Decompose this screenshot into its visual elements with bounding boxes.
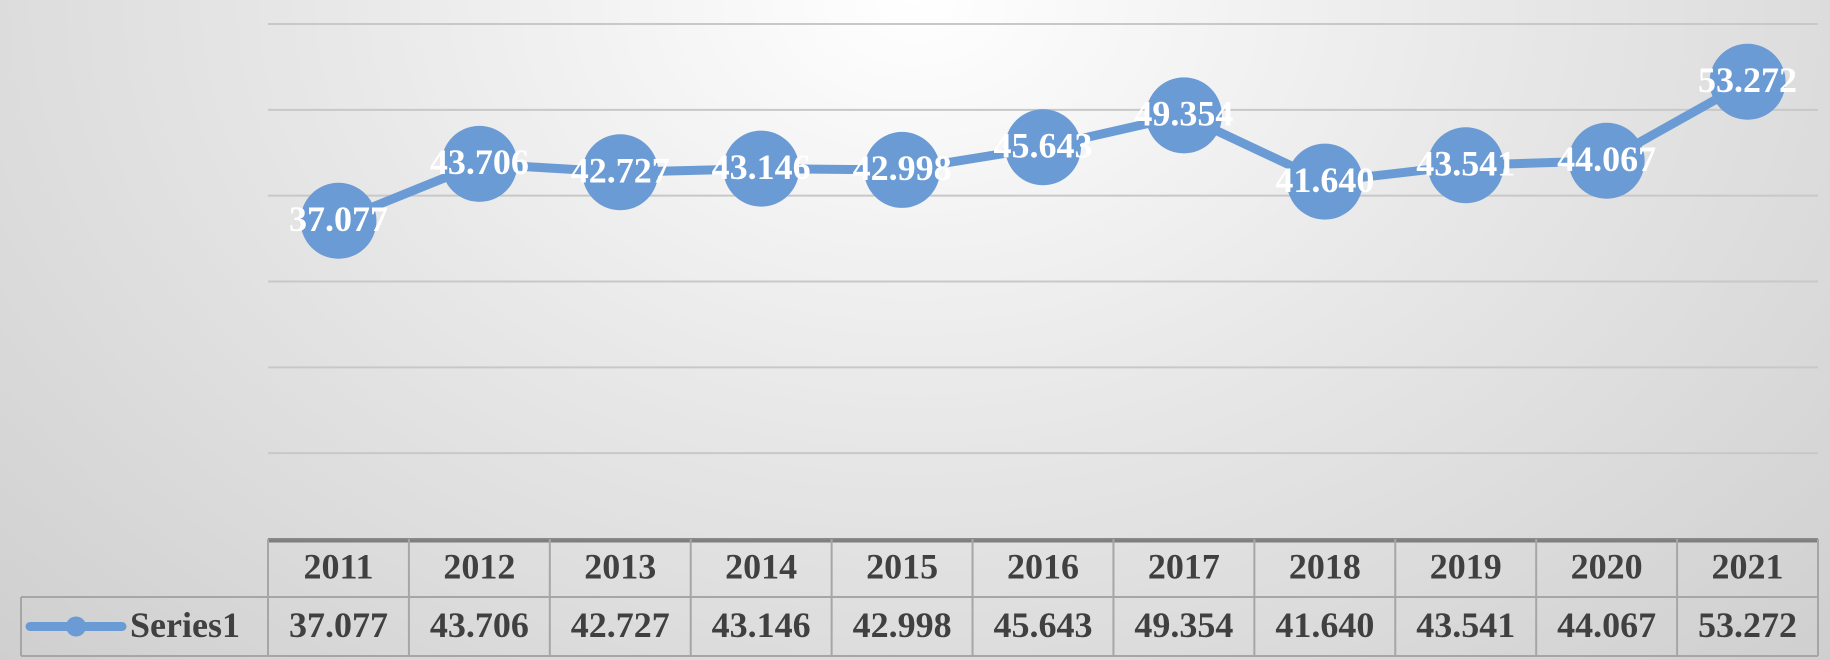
marker	[1427, 127, 1504, 204]
x-tick-label: 2015	[866, 546, 938, 586]
x-tick-label: 2013	[584, 546, 656, 586]
marker	[1568, 122, 1645, 199]
table-value: 42.727	[571, 605, 670, 645]
marker	[1286, 143, 1363, 220]
marker	[723, 130, 800, 207]
table-value: 41.640	[1275, 605, 1374, 645]
x-tick-label: 2012	[443, 546, 515, 586]
data-label: 37.077	[289, 199, 388, 239]
x-tick-label: 2020	[1571, 546, 1643, 586]
marker	[864, 131, 941, 208]
data-label: 43.146	[712, 147, 811, 187]
data-label: 44.067	[1557, 139, 1656, 179]
data-label: 41.640	[1275, 160, 1374, 200]
data-label: 42.727	[571, 151, 670, 191]
table-value: 53.272	[1698, 605, 1797, 645]
marker	[1709, 43, 1786, 120]
table-value: 43.706	[430, 605, 529, 645]
data-label: 43.541	[1416, 144, 1515, 184]
table-value: 44.067	[1557, 605, 1656, 645]
x-tick-label: 2011	[303, 546, 373, 586]
marker	[582, 134, 659, 211]
marker	[300, 182, 377, 259]
table-value: 37.077	[289, 605, 388, 645]
x-tick-label: 2014	[725, 546, 797, 586]
table-value: 43.541	[1416, 605, 1515, 645]
data-label: 53.272	[1698, 60, 1797, 100]
x-tick-label: 2019	[1430, 546, 1502, 586]
marker	[1005, 109, 1081, 186]
x-tick-label: 2018	[1289, 546, 1361, 586]
data-label: 49.354	[1134, 94, 1233, 134]
x-tick-label: 2016	[1007, 546, 1079, 586]
data-label: 43.706	[430, 142, 529, 182]
legend-marker	[66, 616, 86, 637]
x-tick-label: 2017	[1148, 546, 1220, 586]
marker	[441, 125, 518, 202]
legend-label: Series1	[130, 605, 240, 645]
table-value: 42.998	[853, 605, 952, 645]
data-label: 45.643	[994, 125, 1093, 165]
table-value: 49.354	[1134, 605, 1233, 645]
data-label: 42.998	[853, 148, 952, 188]
x-tick-label: 2021	[1712, 546, 1784, 586]
marker	[1145, 77, 1222, 154]
table-value: 45.643	[994, 605, 1093, 645]
table-value: 43.146	[712, 605, 811, 645]
